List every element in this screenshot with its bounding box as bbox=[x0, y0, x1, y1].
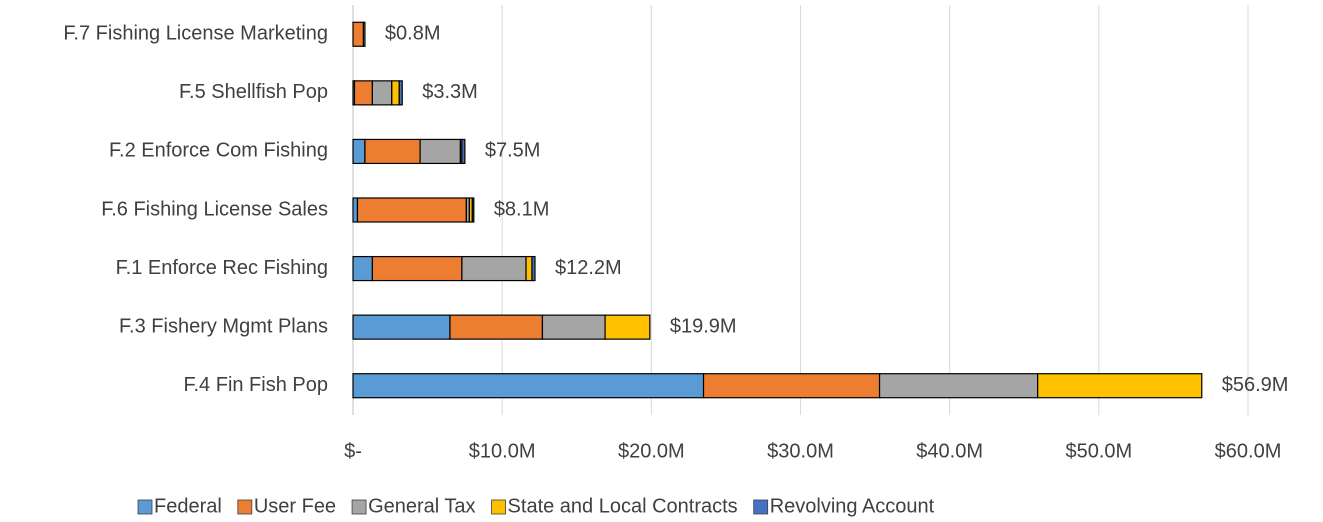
bar-segment bbox=[1037, 373, 1203, 399]
bar-segment bbox=[364, 138, 421, 165]
legend-swatch bbox=[491, 499, 506, 515]
y-tick-label: F.4 Fin Fish Pop bbox=[183, 374, 328, 396]
bar-segment bbox=[541, 314, 606, 340]
x-tick-label: $50.0M bbox=[1065, 440, 1132, 462]
x-tick-label: $20.0M bbox=[618, 440, 685, 462]
bar-segment bbox=[352, 197, 359, 223]
total-label: $3.3M bbox=[422, 81, 478, 103]
x-tick-label: $30.0M bbox=[767, 440, 834, 462]
bar-segment bbox=[604, 314, 651, 340]
y-tick-label: F.2 Enforce Com Fishing bbox=[109, 140, 328, 162]
bar-segment bbox=[878, 373, 1039, 399]
legend-label: General Tax bbox=[368, 495, 475, 517]
bar-segment bbox=[461, 138, 466, 165]
bar-segment bbox=[471, 197, 475, 223]
bar-segment bbox=[449, 314, 544, 340]
total-label: $8.1M bbox=[494, 198, 550, 220]
legend-label: State and Local Contracts bbox=[508, 495, 738, 517]
legend-label: Federal bbox=[154, 495, 222, 517]
bar-segment bbox=[352, 314, 451, 340]
total-label: $0.8M bbox=[385, 23, 441, 45]
x-tick-label: $40.0M bbox=[916, 440, 983, 462]
bar-segment bbox=[419, 138, 462, 165]
bar-segment bbox=[391, 80, 400, 106]
bar-segment bbox=[371, 80, 393, 106]
y-tick-label: F.6 Fishing License Sales bbox=[101, 198, 328, 220]
bar-segment bbox=[398, 80, 403, 106]
bar-segment bbox=[352, 21, 365, 47]
legend-swatch bbox=[237, 499, 253, 515]
bar-segment bbox=[461, 255, 527, 282]
bar-segment bbox=[371, 255, 463, 282]
total-label: $56.9M bbox=[1222, 374, 1289, 396]
x-tick-label: $- bbox=[344, 440, 362, 462]
y-tick-label: F.5 Shellfish Pop bbox=[179, 81, 328, 103]
bar-segment bbox=[352, 373, 705, 399]
total-label: $12.2M bbox=[555, 257, 622, 279]
legend-swatch bbox=[753, 499, 769, 515]
total-label: $19.9M bbox=[670, 315, 737, 337]
x-tick-label: $10.0M bbox=[469, 440, 536, 462]
bar-segment bbox=[702, 373, 881, 399]
legend-label: User Fee bbox=[254, 495, 336, 517]
legend-swatch bbox=[137, 499, 153, 515]
y-tick-label: F.1 Enforce Rec Fishing bbox=[116, 257, 328, 279]
bar-segment bbox=[352, 138, 366, 165]
legend-swatch bbox=[351, 499, 367, 515]
bar-segment bbox=[356, 197, 467, 223]
bar-segment bbox=[362, 21, 366, 47]
x-tick-label: $60.0M bbox=[1215, 440, 1282, 462]
y-tick-label: F.7 Fishing License Marketing bbox=[63, 23, 328, 45]
bar-segment bbox=[352, 255, 373, 282]
total-label: $7.5M bbox=[485, 140, 541, 162]
bar-segment bbox=[531, 255, 536, 282]
legend-label: Revolving Account bbox=[770, 495, 935, 517]
y-tick-label: F.3 Fishery Mgmt Plans bbox=[119, 315, 328, 337]
bar-segment bbox=[353, 80, 373, 106]
bar-segment bbox=[525, 255, 533, 282]
